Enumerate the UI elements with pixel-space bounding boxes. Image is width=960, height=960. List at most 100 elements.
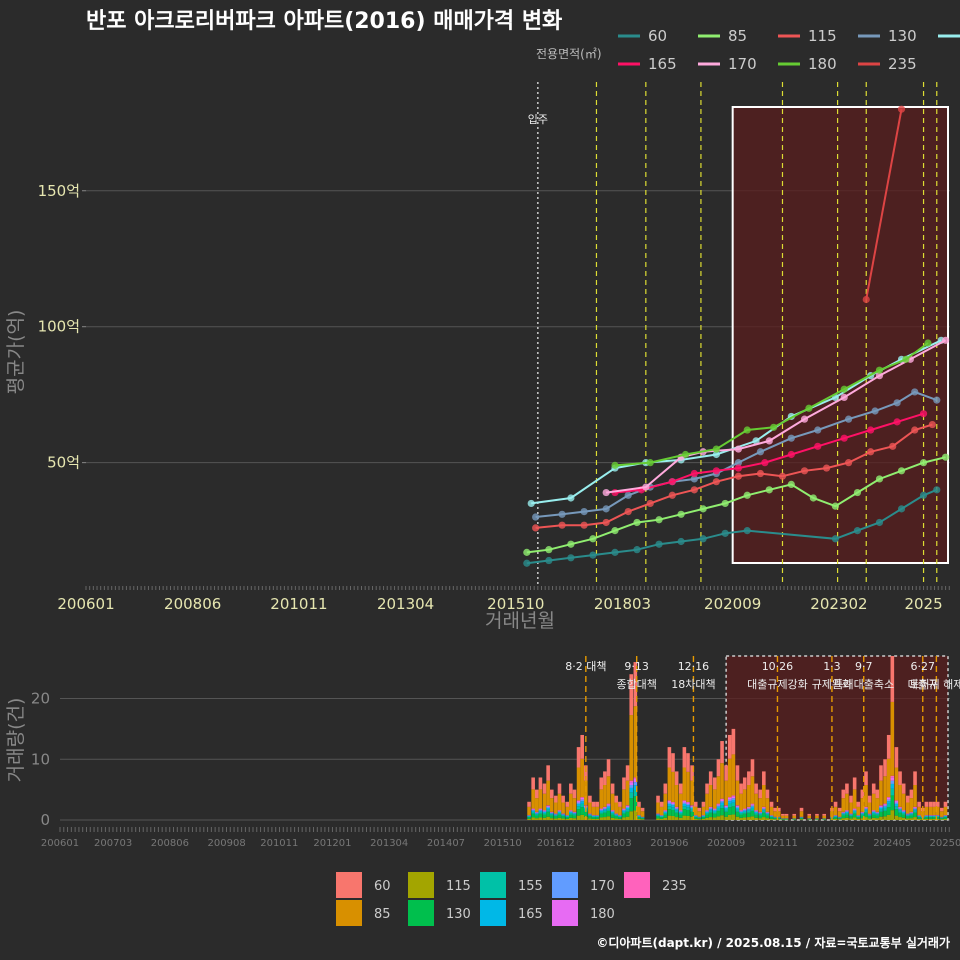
volume-bar-23-60 xyxy=(614,795,619,803)
volume-x-tick-14: 202302 xyxy=(816,838,854,849)
volume-bar-2-165 xyxy=(534,813,539,815)
series-point-85-15 xyxy=(853,488,862,497)
volume-bar-74-85 xyxy=(841,798,846,812)
price-x-tick-0: 200601 xyxy=(57,595,114,613)
volume-bar-60-180 xyxy=(765,812,770,813)
volume-bar-97-165 xyxy=(928,815,933,817)
volume-bar-52-60 xyxy=(735,765,740,781)
volume-bar-52-235 xyxy=(735,805,740,806)
volume-bar-91-85 xyxy=(905,802,910,814)
volume-bar-77-85 xyxy=(852,789,857,809)
volume-bar-52-130 xyxy=(735,811,740,817)
volume-bar-100-85 xyxy=(940,811,944,817)
series-point-85-0 xyxy=(523,548,531,556)
price-x-tick-6: 202009 xyxy=(704,595,761,613)
volume-bar-61-60 xyxy=(769,801,774,807)
volume-bar-5-235 xyxy=(546,805,550,806)
volume-bar-9-85 xyxy=(561,802,565,814)
volume-bar-59-155 xyxy=(762,810,766,813)
volume-bar-84-60 xyxy=(879,765,883,781)
volume-bar-15-85 xyxy=(584,780,588,806)
volume-bar-51-60 xyxy=(731,728,736,755)
series-point-130-15 xyxy=(893,399,901,407)
legend-label-165: 165 xyxy=(648,55,677,73)
volume-bar-47-165 xyxy=(716,806,721,809)
volume-bar-35-180 xyxy=(671,802,675,804)
volume-bar-96-60 xyxy=(924,801,929,807)
volume-bar-56-85 xyxy=(750,776,755,804)
volume-bar-82-180 xyxy=(871,810,876,812)
volume-bar-74-165 xyxy=(841,813,846,815)
volume-bar-45-165 xyxy=(708,809,713,811)
volume-bar-2-170 xyxy=(534,812,539,814)
volume-bar-24-165 xyxy=(618,815,622,817)
volume-bar-67-130 xyxy=(799,818,804,820)
volume-bar-63-115 xyxy=(777,819,781,820)
volume-bar-2-60 xyxy=(534,789,539,799)
volume-bar-90-165 xyxy=(901,811,906,814)
volume-bar-2-155 xyxy=(534,814,539,816)
volume-bar-6-60 xyxy=(549,789,554,799)
volume-bar-100-130 xyxy=(940,818,944,820)
series-point-60-4 xyxy=(611,548,619,556)
volume-bar-33-180 xyxy=(663,810,668,812)
volume-bar-84-170 xyxy=(879,806,883,808)
volume-bar-30-115 xyxy=(640,819,645,820)
volume-bar-35-60 xyxy=(671,753,675,772)
series-point-85-3 xyxy=(589,535,597,543)
volume-bar-29-85 xyxy=(637,806,641,816)
volume-bar-27-60 xyxy=(629,674,634,716)
volume-bar-94-115 xyxy=(917,818,921,820)
series-point-165-3 xyxy=(690,469,698,478)
volume-bar-4-130 xyxy=(542,814,547,818)
volume-bar-57-180 xyxy=(754,810,758,812)
series-point-130-14 xyxy=(871,407,879,415)
series-point-60-7 xyxy=(677,537,685,546)
volume-bar-35-85 xyxy=(671,771,675,802)
volume-bar-21-115 xyxy=(606,816,611,820)
series-point-85-14 xyxy=(831,502,839,510)
volume-bar-79-170 xyxy=(860,812,865,814)
series-point-170-4 xyxy=(734,445,743,453)
volume-bar-54-170 xyxy=(742,809,747,811)
price-series xyxy=(523,105,950,567)
series-point-235-0 xyxy=(862,295,870,304)
volume-bar-21-85 xyxy=(606,776,611,804)
volume-bar-27-85 xyxy=(629,715,634,781)
volume-bar-82-115 xyxy=(871,817,876,820)
volume-bar-55-155 xyxy=(747,810,751,813)
volume-bar-42-115 xyxy=(697,819,702,820)
volume-bar-17-155 xyxy=(591,816,596,818)
volume-bar-90-180 xyxy=(901,810,906,812)
series-point-165-6 xyxy=(761,459,769,467)
volume-bar-88-130 xyxy=(894,809,899,816)
volume-bar-6-180 xyxy=(549,812,554,813)
volume-bar-0-60 xyxy=(527,801,531,807)
event-name-1: 종합대책 xyxy=(616,678,656,691)
series-point-170-0 xyxy=(602,488,610,497)
volume-bar-5-180 xyxy=(546,805,550,807)
volume-bar-78-130 xyxy=(856,817,861,819)
volume-bar-51-115 xyxy=(731,814,736,820)
volume-bar-57-115 xyxy=(754,817,758,820)
volume-bar-90-60 xyxy=(901,783,906,794)
series-point-60-14 xyxy=(897,505,906,513)
volume-bar-19-85 xyxy=(599,789,604,809)
volume-bar-83-130 xyxy=(875,815,880,819)
volume-bar-49-165 xyxy=(724,807,728,810)
price-x-tick-2: 201011 xyxy=(270,595,327,613)
volume-bar-11-155 xyxy=(569,813,573,815)
volume-bar-73-85 xyxy=(837,811,842,817)
volume-bar-92-165 xyxy=(909,813,914,815)
volume-bar-93-130 xyxy=(913,812,917,818)
volume-bar-92-155 xyxy=(909,814,914,816)
volume-bar-100-60 xyxy=(940,807,944,812)
volume-bar-5-115 xyxy=(546,816,550,820)
volume-bar-44-170 xyxy=(705,811,709,812)
volume-bar-94-165 xyxy=(917,815,921,817)
volume-bar-19-170 xyxy=(599,809,604,811)
volume-bar-26-170 xyxy=(625,806,630,808)
series-point-235-1 xyxy=(897,105,906,113)
volume-x-tick-1: 200703 xyxy=(94,838,132,849)
event-name-6: 대출규 xyxy=(908,678,938,691)
